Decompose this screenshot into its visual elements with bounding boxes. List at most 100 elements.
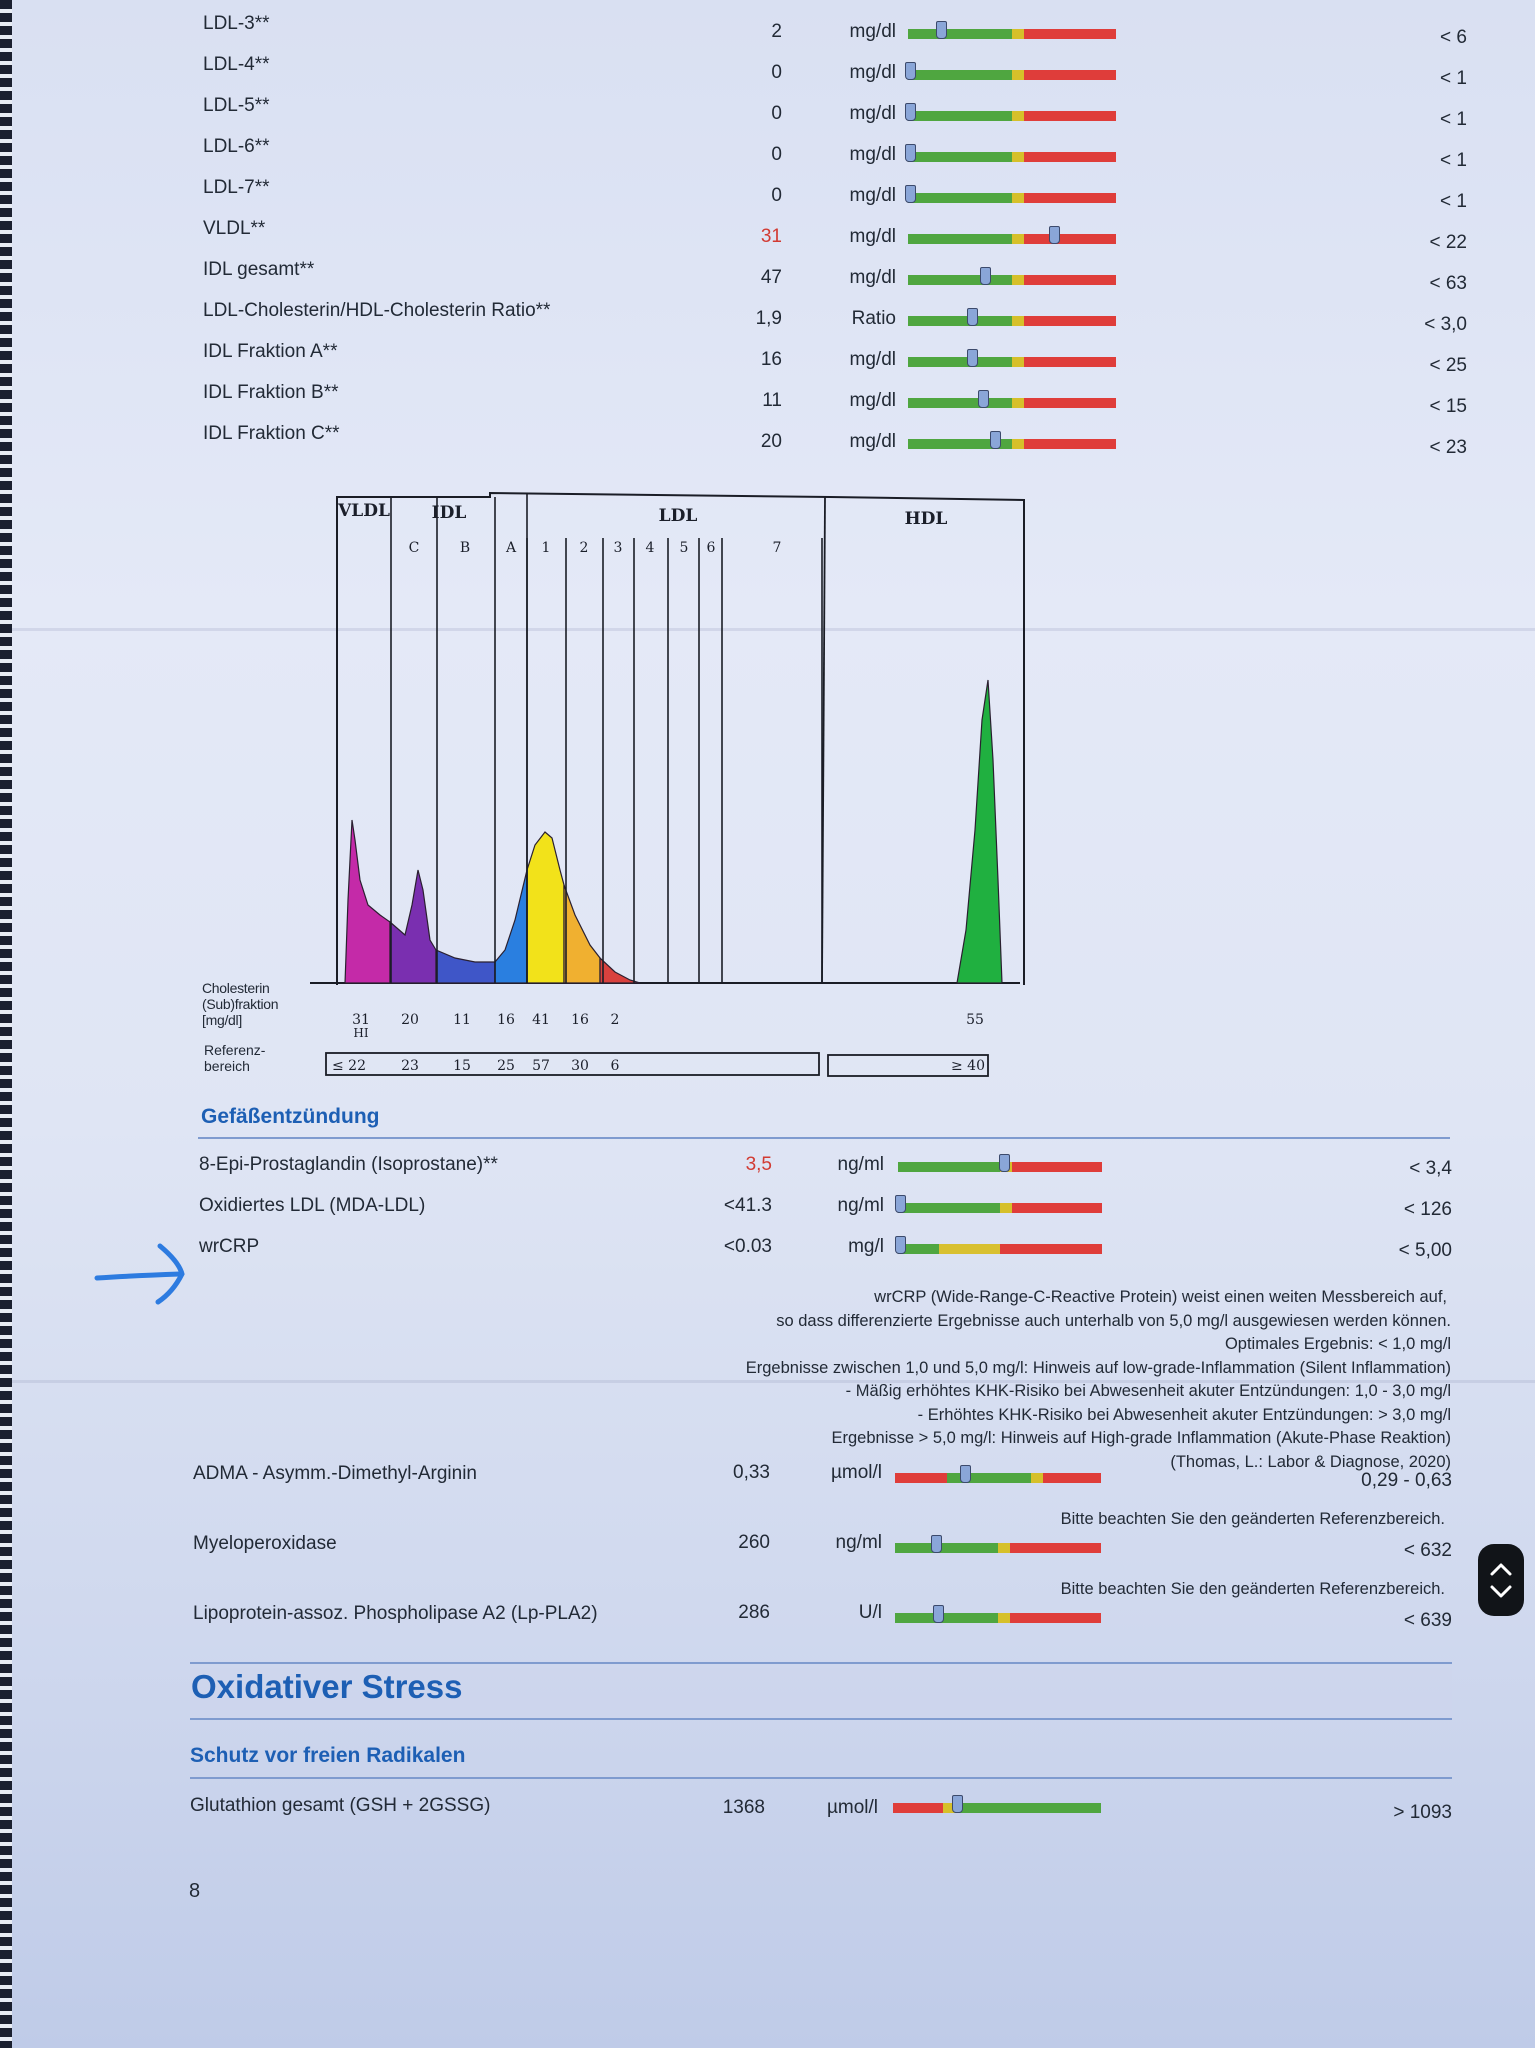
distribution-area-2: [435, 949, 496, 984]
result-unit: mg/dl: [849, 103, 896, 124]
cholesterol-value-5: 16: [571, 1012, 589, 1028]
range-bar-segment: [938, 1244, 1000, 1254]
range-bar-segment: [908, 70, 1012, 80]
result-row: Lipoprotein-assoz. Phospholipase A2 (Lp-…: [0, 1602, 1535, 1645]
subfraction-label-3: 3: [614, 540, 623, 556]
range-bar-segment: [946, 1473, 1031, 1483]
result-reference: 0,29 - 0,63: [1361, 1470, 1452, 1491]
reference-box-main: [325, 1052, 820, 1076]
range-bar-segment: [955, 1803, 1101, 1813]
range-marker: [905, 185, 917, 203]
chart-row-label-reference: Referenz- bereich: [204, 1042, 266, 1074]
cholesterol-value-0: 31: [352, 1012, 370, 1028]
range-bar-segment: [908, 357, 1012, 367]
wrcrp-note-line: Ergebnisse zwischen 1,0 und 5,0 mg/l: Hi…: [745, 1358, 1451, 1377]
result-value: <0.03: [723, 1236, 772, 1257]
range-bar: [898, 1154, 1102, 1172]
range-bar-segment: [1024, 193, 1116, 203]
wrcrp-note-line: - Erhöhtes KHK-Risiko bei Abwesenheit ak…: [917, 1405, 1451, 1424]
hand-drawn-arrow-icon: [94, 1243, 185, 1305]
range-marker: [967, 308, 979, 326]
result-value: 1,9: [755, 308, 782, 329]
section-title-radicals: Schutz vor freien Radikalen: [190, 1744, 466, 1767]
cholesterol-value-3: 16: [497, 1012, 515, 1028]
group-label-idl: IDL: [432, 503, 467, 523]
result-value: 0: [771, 144, 782, 165]
result-reference: < 22: [1429, 232, 1467, 253]
chevron-down-icon[interactable]: [1490, 1585, 1512, 1598]
result-value: 47: [760, 267, 782, 288]
result-unit: mg/dl: [849, 185, 896, 206]
distribution-area-7: [956, 679, 1003, 984]
range-bar: [908, 349, 1116, 367]
binding-edge: [0, 0, 12, 2048]
range-bar-segment: [1012, 1162, 1102, 1172]
range-bar-segment: [1012, 398, 1025, 408]
result-label: IDL Fraktion A**: [203, 341, 338, 362]
range-bar: [908, 431, 1116, 449]
result-row: LDL-6** 0 mg/dl < 1: [0, 136, 1535, 184]
result-row: VLDL** 31 mg/dl < 22: [0, 218, 1535, 266]
result-unit: mg/dl: [849, 349, 896, 370]
result-unit: mg/dl: [849, 431, 896, 452]
result-unit: mg/dl: [849, 21, 896, 42]
subfraction-label-C: C: [409, 540, 420, 556]
range-marker: [999, 1154, 1011, 1172]
result-unit: ng/ml: [835, 1532, 882, 1553]
range-bar-segment: [908, 111, 1012, 121]
subfraction-label-4: 4: [646, 540, 655, 556]
group-label-hdl: HDL: [905, 509, 948, 529]
result-unit: Ratio: [851, 308, 896, 329]
result-label: ADMA - Asymm.-Dimethyl-Arginin: [193, 1463, 477, 1484]
range-bar-segment: [898, 1162, 1000, 1172]
range-bar-segment: [1012, 193, 1025, 203]
chevron-up-icon[interactable]: [1490, 1563, 1512, 1576]
range-marker: [960, 1465, 972, 1483]
chart-divider-hdl: [821, 496, 826, 984]
result-row: 8-Epi-Prostaglandin (Isoprostane)** 3,5 ng…: [0, 1154, 1535, 1196]
range-marker: [905, 62, 917, 80]
result-row: wrCRP <0.03 mg/l < 5,00: [0, 1236, 1535, 1278]
cholesterol-value-4: 41: [532, 1012, 550, 1028]
range-marker: [905, 144, 917, 162]
result-reference: > 1093: [1393, 1802, 1452, 1823]
result-unit: mg/dl: [849, 62, 896, 83]
range-bar-segment: [1024, 398, 1116, 408]
result-reference: < 632: [1403, 1540, 1452, 1561]
result-label: wrCRP: [199, 1236, 260, 1257]
subfraction-label-B: B: [460, 540, 470, 556]
range-bar: [895, 1195, 1102, 1213]
result-label: Lipoprotein-assoz. Phospholipase A2 (Lp-…: [193, 1603, 598, 1624]
result-value: 16: [760, 349, 782, 370]
result-unit: mg/dl: [849, 144, 896, 165]
result-label: VLDL**: [203, 218, 266, 239]
range-bar-segment: [1000, 1244, 1102, 1254]
range-bar: [908, 308, 1116, 326]
range-bar-segment: [895, 1473, 947, 1483]
reference-value-0: ≤ 22: [332, 1058, 366, 1074]
result-reference: < 126: [1403, 1199, 1452, 1220]
reference-value-4: 57: [532, 1058, 550, 1074]
range-bar-segment: [1012, 1203, 1102, 1213]
range-marker: [895, 1236, 907, 1254]
wrcrp-note-line: (Thomas, L.: Labor & Diagnose, 2020): [1170, 1452, 1451, 1471]
range-bar: [908, 21, 1116, 39]
group-label-vldl: VLDL: [337, 501, 390, 521]
wrcrp-note-line: Ergebnisse > 5,0 mg/l: Hinweis auf High-…: [831, 1429, 1451, 1447]
result-label: LDL-Cholesterin/HDL-Cholesterin Ratio**: [203, 300, 551, 321]
scroll-control[interactable]: [1478, 1544, 1524, 1616]
result-value: 0: [771, 103, 782, 124]
range-bar-segment: [1024, 234, 1116, 244]
result-row: LDL-Cholesterin/HDL-Cholesterin Ratio** 1…: [0, 300, 1535, 348]
result-unit: mg/dl: [849, 390, 896, 411]
range-marker: [967, 349, 979, 367]
range-bar: [895, 1236, 1102, 1254]
result-label: Myeloperoxidase: [193, 1533, 337, 1554]
range-bar-segment: [1010, 1543, 1101, 1553]
result-row: Myeloperoxidase 260 ng/ml < 632: [0, 1532, 1535, 1575]
range-bar: [895, 1535, 1101, 1553]
range-bar-segment: [1024, 439, 1116, 449]
range-bar-segment: [908, 234, 1012, 244]
range-bar-segment: [1012, 357, 1025, 367]
result-row: IDL gesamt** 47 mg/dl < 63: [0, 259, 1535, 307]
